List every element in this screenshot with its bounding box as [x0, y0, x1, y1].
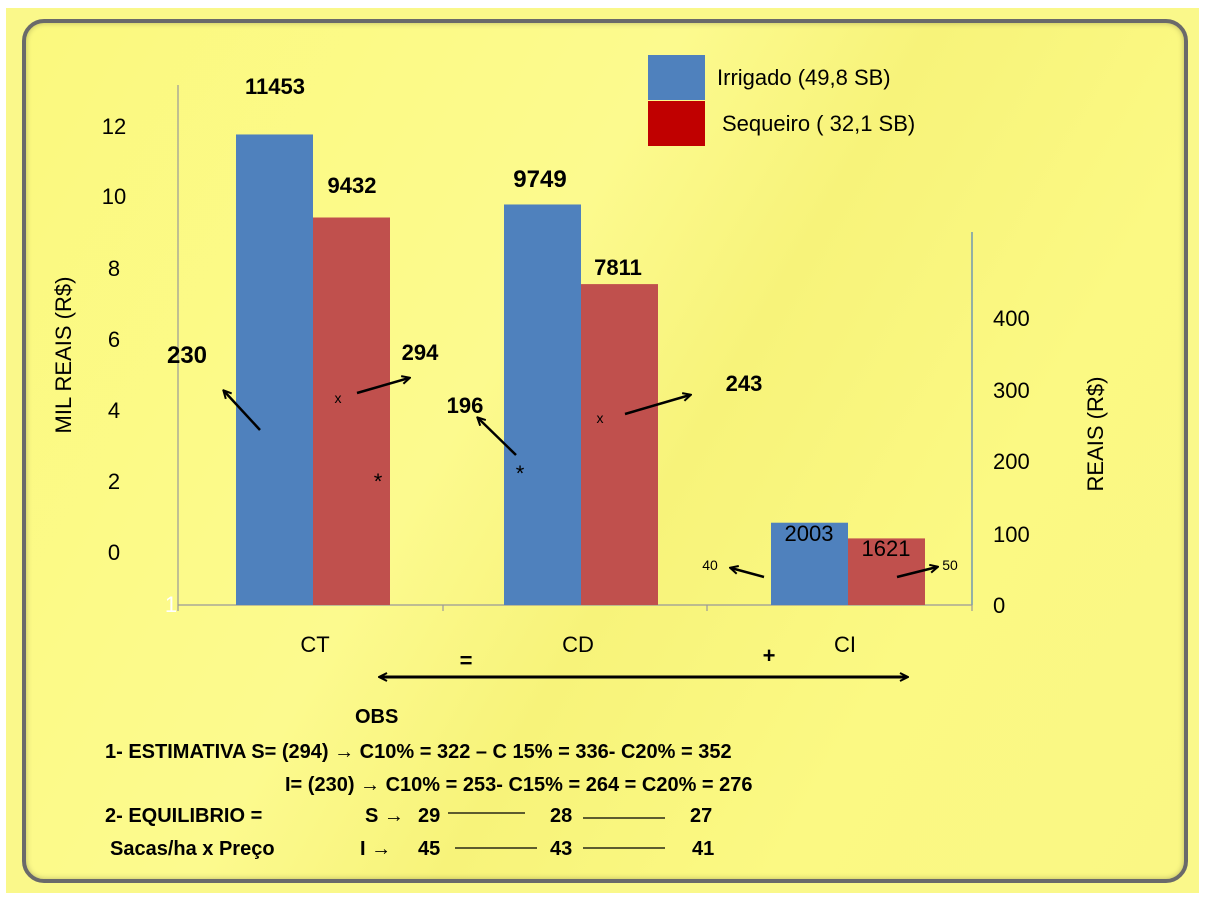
y-tick-label: 12	[102, 114, 126, 139]
annotation-40: 40	[702, 557, 718, 573]
y-tick-label: 0	[108, 540, 120, 565]
note-value: 27	[690, 805, 712, 827]
category-label: CT	[300, 632, 329, 657]
star-marker: *	[516, 461, 525, 486]
y2-tick-label: 0	[993, 593, 1005, 618]
annotation-arrow	[478, 418, 517, 456]
note-value: 29	[418, 805, 440, 827]
note-value: 45	[418, 838, 440, 860]
value-label: 9432	[328, 173, 377, 198]
value-label: 7811	[594, 255, 642, 280]
annotation-arrow	[356, 378, 409, 395]
annotation-arrow	[896, 567, 937, 579]
x-marker: x	[335, 390, 342, 406]
legend-label-sequeiro: Sequeiro ( 32,1 SB)	[722, 111, 915, 136]
value-label: 1621	[862, 536, 911, 561]
equals-sign: =	[460, 648, 473, 673]
note-line-3-label: 2- EQUILIBRIO =	[105, 805, 262, 827]
y2-tick-label: 100	[993, 522, 1030, 547]
value-label: 9749	[513, 166, 566, 193]
y-tick-label: 4	[108, 398, 120, 423]
category-label: CI	[834, 632, 856, 657]
y2-tick-label: 200	[993, 449, 1030, 474]
y-tick-label: 1	[165, 592, 177, 617]
category-label: CD	[562, 632, 594, 657]
annotation-230: 230	[167, 342, 207, 369]
annotation-243: 243	[726, 371, 763, 396]
bar-irrigado-ci	[771, 522, 848, 605]
note-line-4-label: Sacas/ha x Preço	[110, 838, 275, 860]
y-tick-label: 6	[108, 327, 120, 352]
annotation-arrow	[731, 568, 765, 579]
note-value: 43	[550, 838, 572, 860]
value-label: 2003	[785, 521, 834, 546]
star-marker: *	[374, 469, 383, 494]
y-tick-label: 8	[108, 256, 120, 281]
bar-sequeiro-cd	[581, 284, 658, 605]
plus-sign: +	[763, 643, 776, 668]
annotation-arrow	[224, 391, 261, 431]
x-marker: x	[597, 410, 604, 426]
y2-tick-label: 400	[993, 306, 1030, 331]
y-axis-title: MIL REAIS (R$)	[51, 277, 76, 434]
value-label: 11453	[245, 74, 305, 99]
annotation-294: 294	[402, 340, 439, 365]
y-tick-label: 2	[108, 469, 120, 494]
bar-sequeiro-ci	[848, 538, 925, 605]
annotation-50: 50	[942, 557, 958, 573]
legend-swatch-irrigado	[648, 55, 705, 100]
legend-swatch-sequeiro	[648, 101, 705, 146]
note-line-4-head: I →	[360, 838, 391, 860]
note-line-2: I= (230) → C10% = 253- C15% = 264 = C20%…	[285, 774, 753, 796]
note-value: 28	[550, 805, 572, 827]
y2-tick-label: 300	[993, 378, 1030, 403]
bars-group	[236, 134, 925, 605]
bar-irrigado-ct	[236, 134, 313, 605]
note-line-3-head: S →	[365, 805, 404, 827]
note-line-1: 1- ESTIMATIVA S= (294) → C10% = 322 – C …	[105, 741, 732, 763]
y2-axis-title: REAIS (R$)	[1083, 377, 1108, 492]
legend-label-irrigado: Irrigado (49,8 SB)	[717, 65, 891, 90]
bar-sequeiro-ct	[313, 217, 390, 605]
annotation-arrow	[624, 395, 690, 416]
note-value: 41	[692, 838, 714, 860]
obs-heading: OBS	[355, 706, 398, 728]
y-tick-label: 10	[102, 184, 126, 209]
annotation-196: 196	[447, 393, 484, 418]
bar-irrigado-cd	[504, 204, 581, 605]
